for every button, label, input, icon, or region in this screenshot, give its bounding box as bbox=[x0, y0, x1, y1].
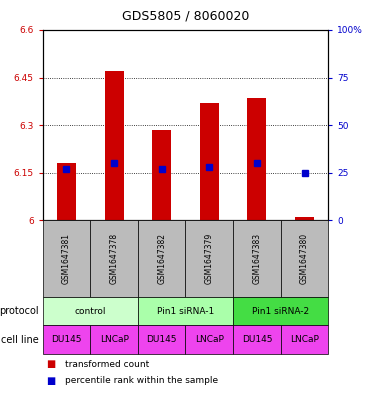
Text: LNCaP: LNCaP bbox=[195, 335, 224, 344]
FancyBboxPatch shape bbox=[233, 325, 281, 354]
FancyBboxPatch shape bbox=[138, 220, 186, 297]
FancyBboxPatch shape bbox=[186, 220, 233, 297]
Bar bbox=[200, 103, 219, 220]
FancyBboxPatch shape bbox=[90, 220, 138, 297]
FancyBboxPatch shape bbox=[90, 325, 138, 354]
FancyBboxPatch shape bbox=[43, 325, 90, 354]
FancyBboxPatch shape bbox=[233, 220, 281, 297]
FancyBboxPatch shape bbox=[281, 325, 328, 354]
FancyBboxPatch shape bbox=[186, 325, 233, 354]
Text: protocol: protocol bbox=[0, 306, 39, 316]
Text: GSM1647380: GSM1647380 bbox=[300, 233, 309, 285]
Text: ■: ■ bbox=[46, 359, 56, 369]
Text: GSM1647382: GSM1647382 bbox=[157, 233, 166, 284]
Text: control: control bbox=[75, 307, 106, 316]
Text: GSM1647378: GSM1647378 bbox=[109, 233, 119, 285]
Text: Pin1 siRNA-2: Pin1 siRNA-2 bbox=[252, 307, 309, 316]
FancyBboxPatch shape bbox=[138, 297, 233, 325]
Bar bbox=[295, 217, 314, 220]
Text: transformed count: transformed count bbox=[65, 360, 149, 369]
Bar bbox=[247, 98, 266, 220]
Text: cell line: cell line bbox=[1, 334, 39, 345]
Text: LNCaP: LNCaP bbox=[100, 335, 128, 344]
FancyBboxPatch shape bbox=[43, 297, 138, 325]
Bar bbox=[57, 163, 76, 220]
FancyBboxPatch shape bbox=[138, 325, 186, 354]
FancyBboxPatch shape bbox=[281, 220, 328, 297]
Text: Pin1 siRNA-1: Pin1 siRNA-1 bbox=[157, 307, 214, 316]
FancyBboxPatch shape bbox=[43, 220, 90, 297]
Text: GDS5805 / 8060020: GDS5805 / 8060020 bbox=[122, 9, 249, 23]
Text: ■: ■ bbox=[46, 376, 56, 386]
Text: percentile rank within the sample: percentile rank within the sample bbox=[65, 376, 218, 385]
Text: LNCaP: LNCaP bbox=[290, 335, 319, 344]
Text: GSM1647381: GSM1647381 bbox=[62, 233, 71, 284]
Bar bbox=[105, 71, 124, 220]
Bar bbox=[152, 130, 171, 220]
Text: GSM1647383: GSM1647383 bbox=[252, 233, 262, 285]
Text: DU145: DU145 bbox=[147, 335, 177, 344]
Text: DU145: DU145 bbox=[242, 335, 272, 344]
Text: DU145: DU145 bbox=[51, 335, 82, 344]
Text: GSM1647379: GSM1647379 bbox=[205, 233, 214, 285]
FancyBboxPatch shape bbox=[233, 297, 328, 325]
